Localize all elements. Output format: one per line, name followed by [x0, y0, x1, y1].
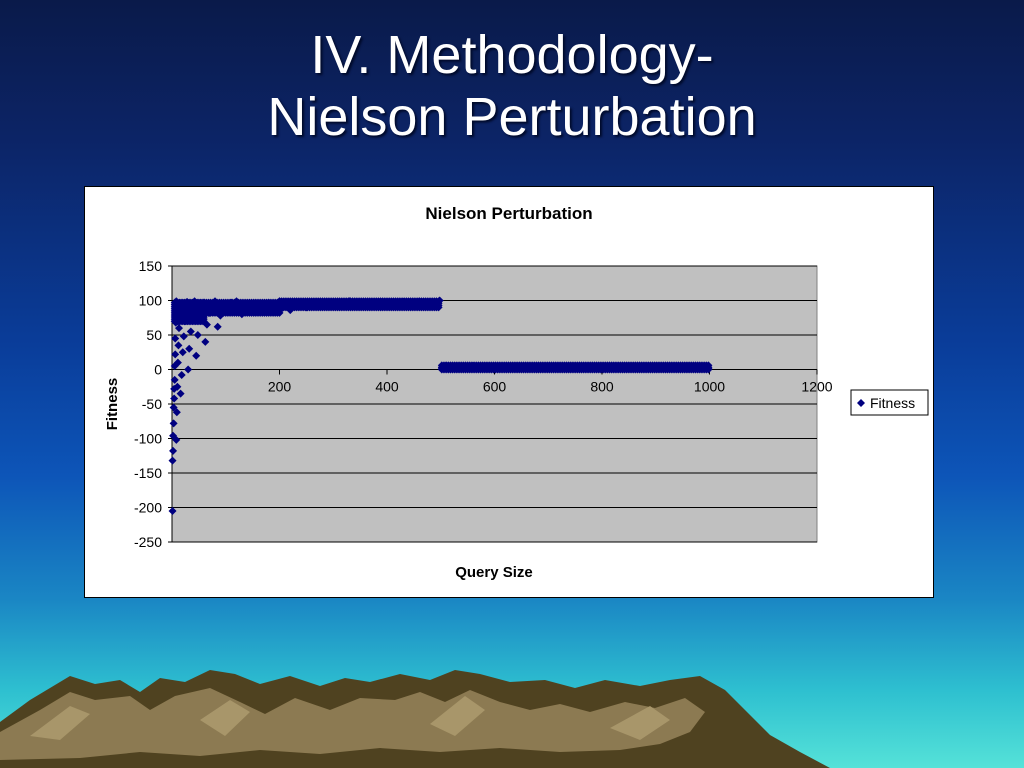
mountain-range — [0, 670, 830, 768]
data-point — [201, 337, 210, 346]
chart-title: Nielson Perturbation — [425, 204, 592, 223]
data-point — [193, 331, 202, 339]
data-point — [172, 435, 181, 444]
data-point — [174, 324, 183, 333]
y-tick-label: -100 — [134, 431, 162, 447]
y-tick-labels: 150 100 50 0 -50 -100 -150 -200 -250 — [134, 258, 162, 550]
data-point — [186, 327, 195, 336]
x-tick-label: 600 — [483, 379, 507, 395]
data-point — [179, 332, 188, 341]
data-points — [168, 296, 713, 515]
y-tick-label: -50 — [142, 396, 162, 412]
data-point — [184, 365, 193, 374]
x-tick-labels: 200 400 600 800 1000 1200 — [268, 379, 833, 395]
data-point — [168, 456, 177, 465]
y-tick-label: 0 — [154, 362, 162, 378]
legend-marker-diamond — [857, 399, 865, 407]
data-point-band — [434, 297, 443, 306]
data-point — [173, 382, 182, 391]
data-point — [177, 371, 186, 380]
y-tick-label: -150 — [134, 465, 162, 481]
data-point — [171, 334, 180, 343]
chart-frame: Nielson Perturbation 150 100 50 0 -50 -100 -15… — [84, 186, 934, 598]
mountain-face — [0, 688, 705, 760]
x-tick-label: 1200 — [801, 379, 832, 395]
legend-entry-fitness: Fitness — [870, 395, 915, 411]
data-point — [173, 358, 182, 367]
data-point — [192, 351, 201, 360]
data-point — [176, 389, 185, 398]
data-point — [171, 350, 180, 359]
y-tick-label: 50 — [146, 327, 162, 343]
data-point — [169, 446, 178, 455]
x-tick-label: 400 — [375, 379, 399, 395]
data-point — [185, 344, 194, 353]
slide-title-line-1: IV. Methodology- — [310, 25, 714, 85]
data-point — [169, 419, 178, 428]
data-point — [213, 322, 222, 331]
y-tick-label: -250 — [134, 534, 162, 550]
data-point — [172, 408, 181, 417]
data-point — [174, 341, 183, 350]
data-point — [170, 375, 179, 384]
y-tick-label: 150 — [139, 258, 163, 274]
y-tick-label: -200 — [134, 500, 162, 516]
data-point — [178, 348, 187, 357]
scatter-chart: Nielson Perturbation 150 100 50 0 -50 -100 -15… — [104, 204, 929, 581]
slide-title: IV. Methodology- Nielson Perturbation — [0, 24, 1024, 148]
y-tick-label: 100 — [139, 293, 163, 309]
data-point — [170, 394, 179, 403]
data-point — [169, 403, 178, 412]
x-tick-label: 200 — [268, 379, 292, 395]
y-axis-label: Fitness — [104, 378, 121, 431]
data-point — [170, 362, 179, 371]
data-point-band — [704, 361, 713, 370]
data-point — [168, 506, 177, 515]
x-tick-label: 800 — [590, 379, 614, 395]
slide-title-line-2: Nielson Perturbation — [267, 87, 757, 147]
x-axis-label: Query Size — [455, 564, 533, 581]
legend: Fitness — [850, 389, 929, 416]
x-tick-label: 1000 — [694, 379, 725, 395]
